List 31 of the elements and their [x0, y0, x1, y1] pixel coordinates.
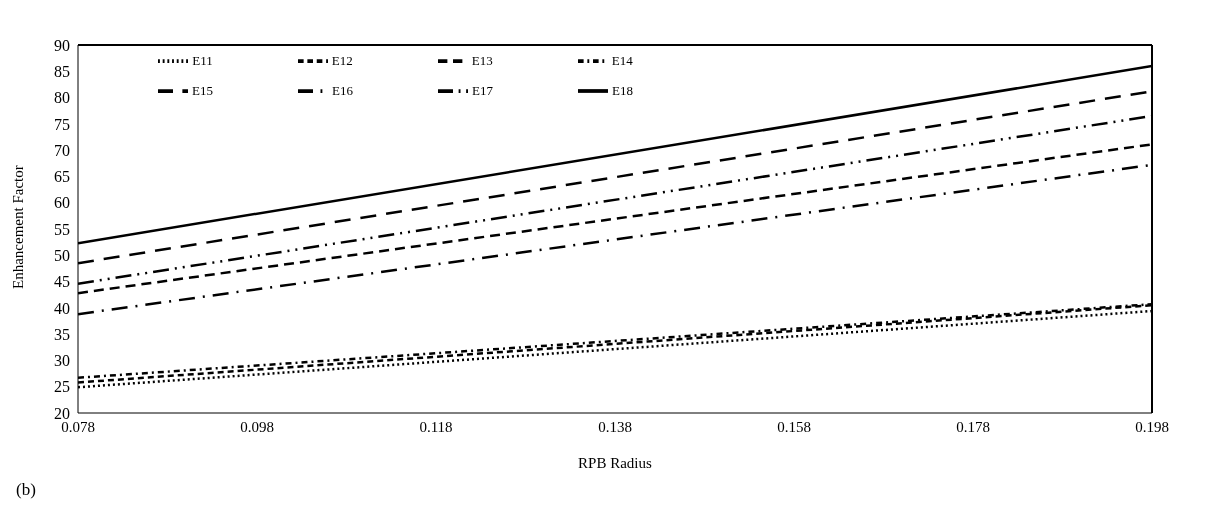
y-tick-label: 80: [54, 89, 70, 107]
y-axis-title: Enhancement Factor: [10, 165, 27, 289]
y-tick-label: 55: [54, 220, 70, 238]
text: (b): [16, 480, 36, 500]
x-tick-label: 0.178: [956, 418, 990, 435]
legend-label: E17: [472, 82, 493, 98]
x-tick-label: 0.138: [598, 418, 632, 435]
legend-label: E12: [331, 52, 353, 68]
legend-label: E18: [611, 82, 633, 98]
legend-label: E15: [192, 82, 214, 98]
y-tick-label: 40: [54, 299, 70, 317]
legend-label: E16: [332, 82, 353, 98]
legend-label: E11: [192, 52, 213, 68]
y-tick-label: 60: [54, 194, 70, 212]
y-tick-label: 70: [54, 141, 70, 159]
y-tick-label: 30: [54, 352, 70, 370]
y-tick-label: 75: [54, 115, 70, 133]
x-tick-label: 0.198: [1135, 418, 1169, 435]
y-tick-label: 25: [54, 378, 70, 396]
y-tick-label: 35: [54, 325, 70, 343]
x-tick-label: 0.158: [777, 418, 811, 435]
y-tick-label: 85: [54, 62, 70, 80]
x-tick-label: 0.118: [419, 418, 453, 435]
y-tick-label: 45: [54, 273, 70, 291]
y-tick-label: 50: [54, 246, 70, 264]
y-tick-label: 65: [54, 168, 70, 186]
x-tick-label: 0.098: [240, 418, 274, 435]
x-axis-title: RPB Radius: [578, 455, 653, 471]
legend-label: E13: [471, 52, 493, 68]
y-tick-label: 90: [54, 36, 70, 54]
legend-label: E14: [611, 52, 633, 68]
